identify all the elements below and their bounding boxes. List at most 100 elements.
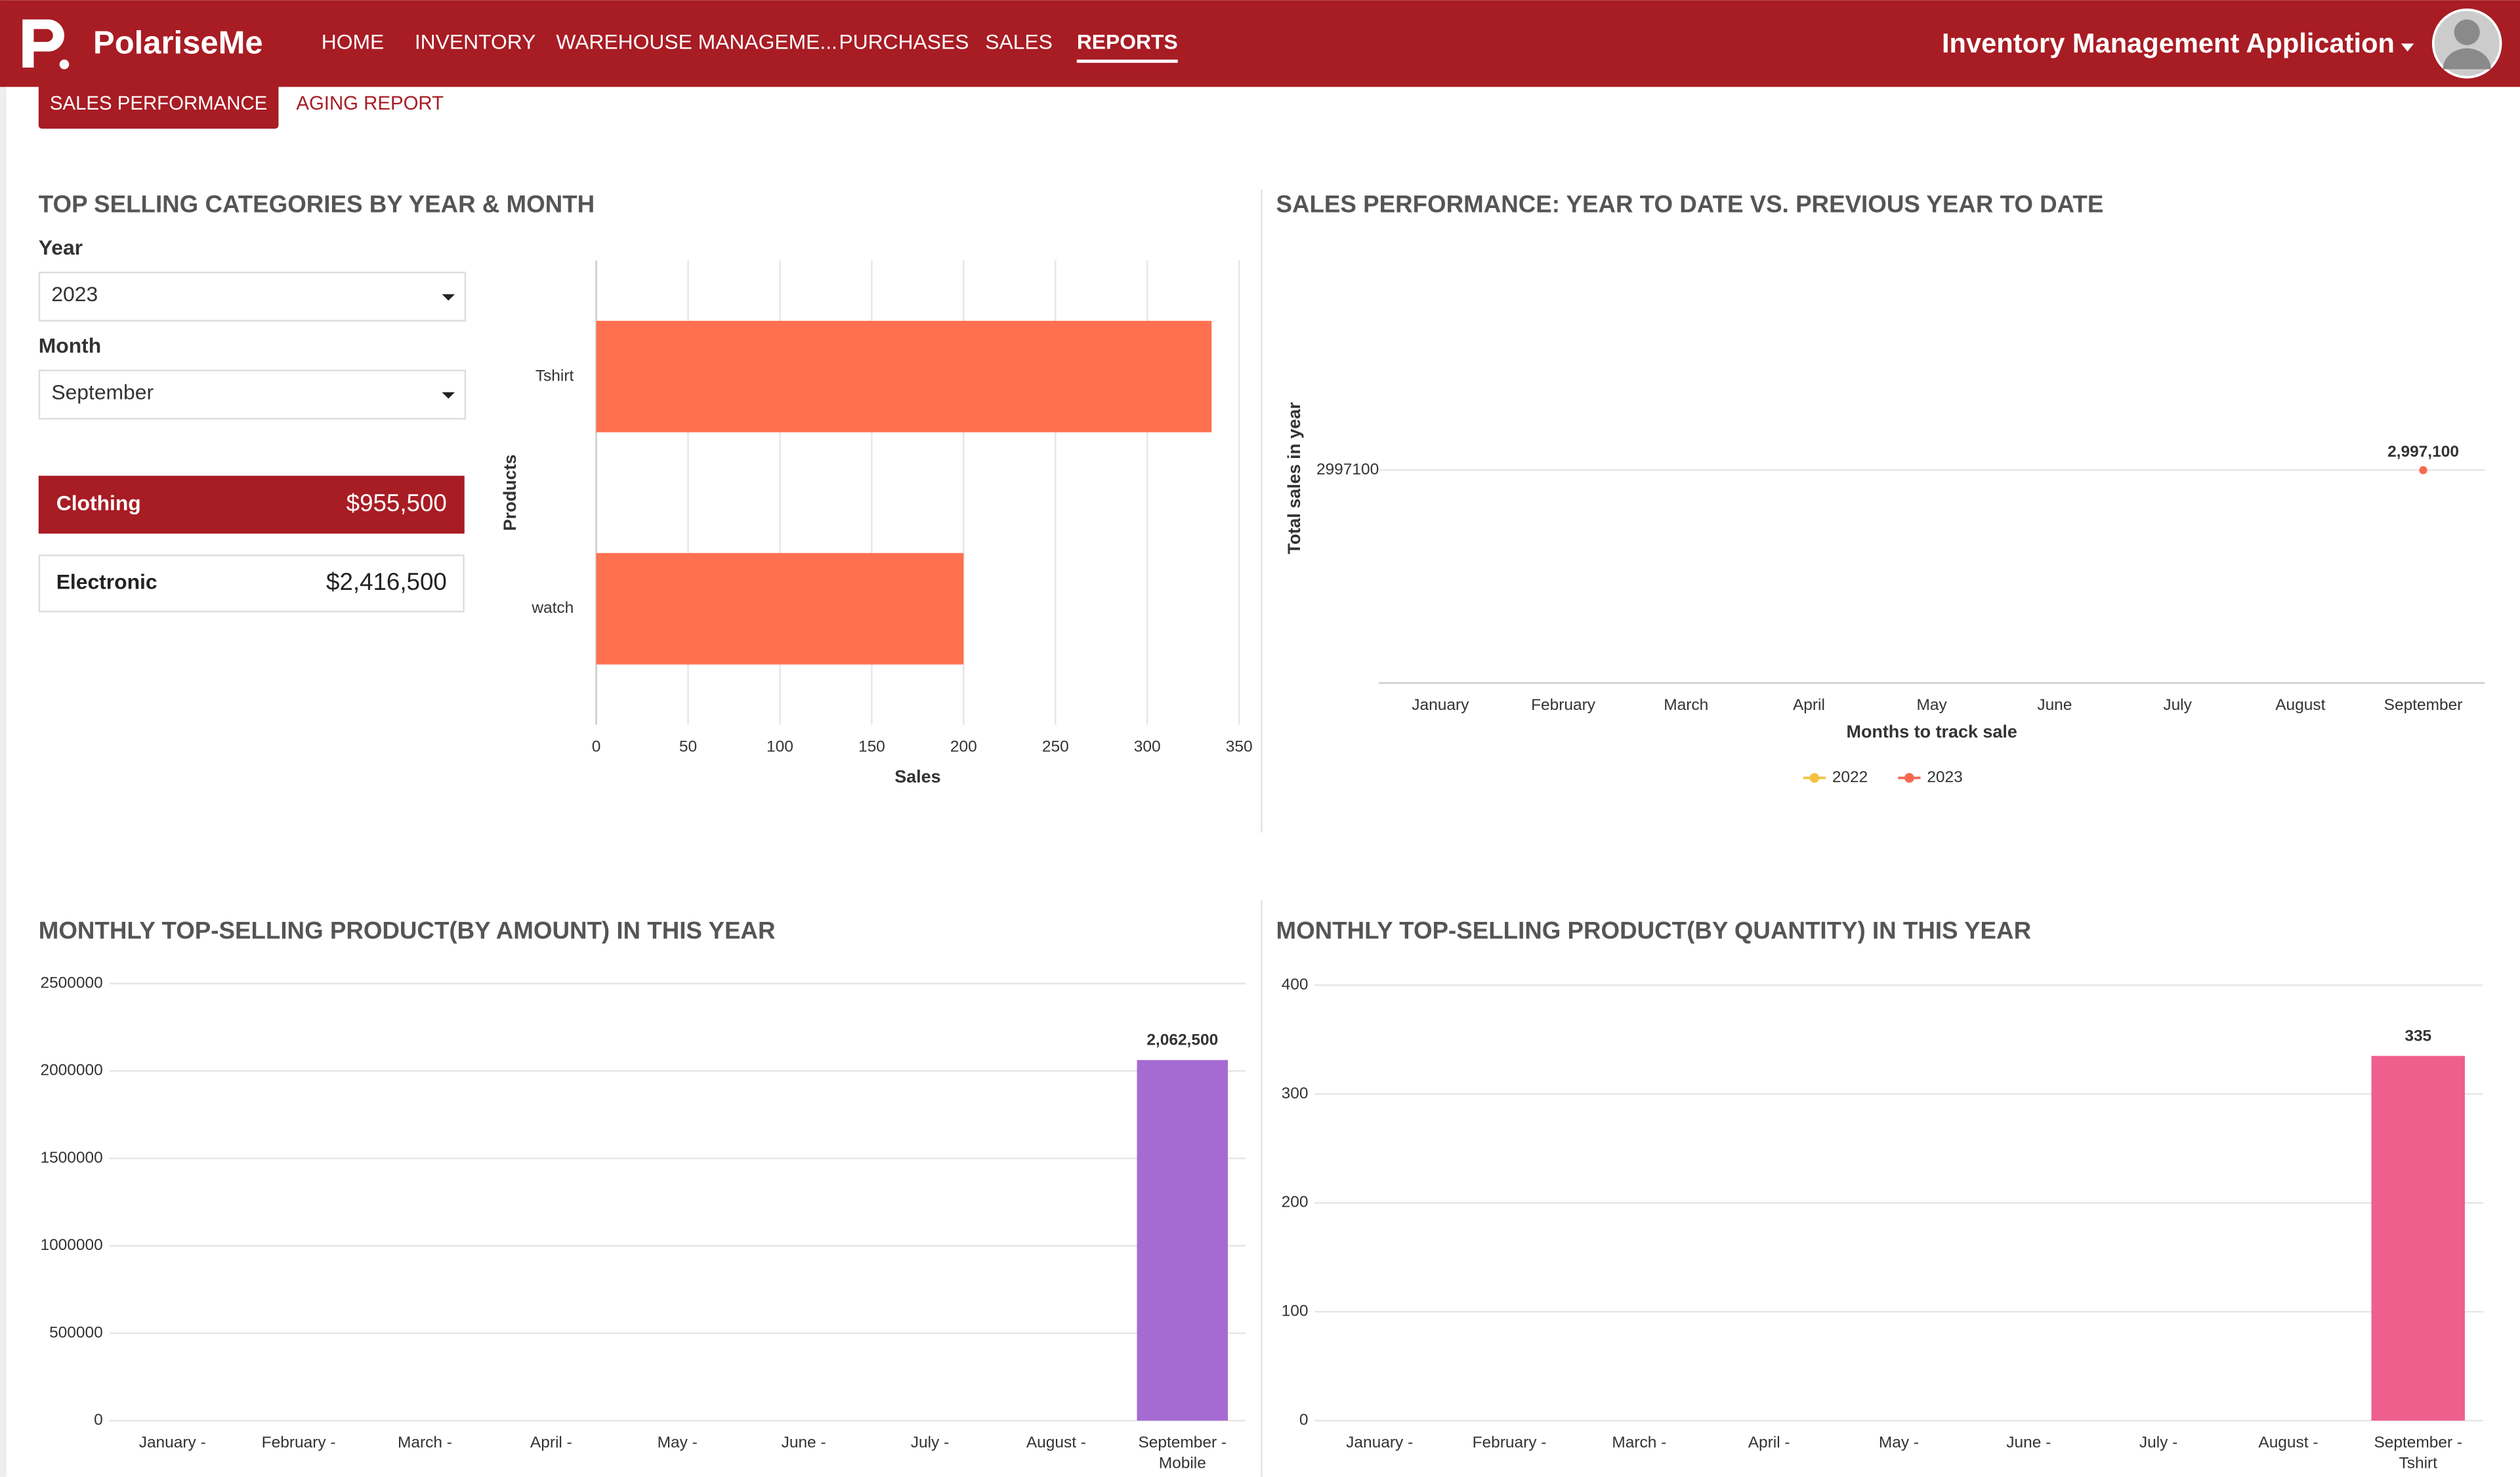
- month-label: Month: [39, 334, 101, 358]
- y-tick-label: 100: [1282, 1302, 1309, 1320]
- x-tick-label: May -: [1879, 1434, 1919, 1451]
- x-tick-label: August -: [1026, 1434, 1086, 1451]
- y-tick-label: watch: [531, 599, 574, 617]
- y-tick-label: 1500000: [40, 1149, 102, 1167]
- logo-icon: [22, 19, 64, 68]
- nav-item[interactable]: WAREHOUSE MANAGEME...: [556, 30, 837, 54]
- select-caret: [442, 392, 455, 399]
- data-label: 2,997,100: [2387, 443, 2459, 461]
- y-tick-label: 200: [1282, 1194, 1309, 1211]
- app-title[interactable]: Inventory Management Application: [1942, 28, 2395, 58]
- logo[interactable]: PolariseMe: [22, 19, 263, 70]
- year-label: Year: [39, 236, 83, 259]
- year-value: 2023: [51, 282, 98, 306]
- x-tick-label: February -: [1473, 1434, 1547, 1451]
- x-tick-label: January -: [139, 1434, 206, 1451]
- y-axis-label: Products: [500, 454, 520, 531]
- point: [2419, 466, 2427, 474]
- nav-item[interactable]: INVENTORY: [415, 30, 536, 54]
- x-tick-label: June: [2037, 696, 2072, 714]
- total-name: Clothing: [56, 491, 141, 515]
- x-tick-label: February -: [262, 1434, 336, 1451]
- y-tick-label: 2997100: [1316, 461, 1379, 478]
- legend-label[interactable]: 2023: [1927, 768, 1962, 786]
- panel-title: MONTHLY TOP-SELLING PRODUCT(BY AMOUNT) I…: [39, 917, 776, 944]
- legend-label[interactable]: 2022: [1832, 768, 1868, 786]
- x-tick-label: January -: [1346, 1434, 1413, 1451]
- tabs: SALES PERFORMANCE AGING REPORT: [38, 83, 444, 129]
- nav: HOME INVENTORY WAREHOUSE MANAGEME... PURCHA…: [322, 30, 1178, 63]
- select-caret: [442, 294, 455, 301]
- x-tick-label: April -: [1748, 1434, 1790, 1451]
- x-axis-label: Months to track sale: [1847, 722, 2017, 741]
- x-tick-label: April: [1793, 696, 1825, 714]
- x-tick-label: February: [1531, 696, 1596, 714]
- x-tick-label: 350: [1226, 738, 1253, 755]
- total-amount: $955,500: [346, 489, 447, 516]
- y-tick-label: 2000000: [40, 1062, 102, 1079]
- panel-title: SALES PERFORMANCE: YEAR TO DATE VS. PREV…: [1276, 190, 2103, 217]
- y-tick-label: 400: [1282, 976, 1309, 993]
- y-tick-label: 0: [94, 1411, 103, 1429]
- x-tick-label: 200: [950, 738, 977, 755]
- x-tick-label: August: [2275, 696, 2325, 714]
- panel-title: MONTHLY TOP-SELLING PRODUCT(BY QUANTITY)…: [1276, 917, 2031, 944]
- legend-marker: [1904, 773, 1914, 783]
- category-totals: Clothing $955,500 Electronic $2,416,500: [38, 476, 465, 613]
- bar: [596, 320, 1212, 432]
- total-card[interactable]: [38, 554, 465, 613]
- x-tick-label: January: [1412, 696, 1469, 714]
- bar: [596, 552, 964, 665]
- x-tick-label: 50: [679, 738, 697, 755]
- y-tick-label: 500000: [49, 1323, 103, 1341]
- dropdown-caret[interactable]: [2401, 43, 2414, 52]
- x-axis-label: Sales: [894, 767, 940, 787]
- y-tick-label: 2500000: [40, 974, 102, 991]
- y-tick-label: 0: [1299, 1411, 1309, 1429]
- x-tick-label: April -: [530, 1434, 572, 1451]
- total-card[interactable]: [38, 476, 465, 534]
- x-tick-label: 150: [858, 738, 885, 755]
- legend-marker: [1809, 773, 1820, 783]
- month-value: September: [51, 381, 154, 404]
- x-tick-label: September: [2384, 696, 2463, 714]
- avatar[interactable]: [2431, 9, 2502, 79]
- month-select[interactable]: [38, 369, 467, 420]
- avatar-body: [2443, 48, 2491, 70]
- y-tick-label: Tshirt: [536, 367, 574, 385]
- y-tick-label: 300: [1282, 1085, 1309, 1102]
- nav-item[interactable]: SALES: [985, 30, 1053, 54]
- x-tick-label: July: [2163, 696, 2192, 714]
- total-name: Electronic: [56, 570, 158, 594]
- x-tick-label: 100: [766, 738, 793, 755]
- x-tick-sublabel: Tshirt: [2399, 1455, 2438, 1472]
- x-tick-label: July -: [911, 1434, 949, 1451]
- tab[interactable]: SALES PERFORMANCE: [50, 93, 267, 114]
- x-tick-label: 300: [1134, 738, 1161, 755]
- bar: [1137, 1060, 1228, 1421]
- logo-dot: [59, 59, 70, 70]
- brand: PolariseMe: [93, 26, 263, 61]
- data-label: 2,062,500: [1146, 1031, 1218, 1049]
- header-bar: [0, 0, 2520, 87]
- nav-underline: [1076, 59, 1178, 63]
- tab[interactable]: AGING REPORT: [296, 93, 444, 114]
- x-tick-label: May: [1917, 696, 1948, 714]
- x-tick-label: September -: [2374, 1434, 2462, 1451]
- nav-item[interactable]: PURCHASES: [839, 30, 969, 54]
- x-tick-label: September -: [1138, 1434, 1227, 1451]
- nav-item[interactable]: REPORTS: [1077, 30, 1178, 54]
- x-tick-label: March -: [1612, 1434, 1666, 1451]
- edge-shadow: [0, 0, 7, 1477]
- nav-item[interactable]: HOME: [322, 30, 384, 54]
- year-select[interactable]: [38, 272, 467, 322]
- x-tick-label: 0: [592, 738, 601, 755]
- bar: [2371, 1056, 2465, 1421]
- x-tick-label: July -: [2139, 1434, 2177, 1451]
- panel-title: TOP SELLING CATEGORIES BY YEAR & MONTH: [39, 190, 595, 217]
- y-tick-label: 1000000: [40, 1236, 102, 1254]
- x-tick-label: 250: [1042, 738, 1069, 755]
